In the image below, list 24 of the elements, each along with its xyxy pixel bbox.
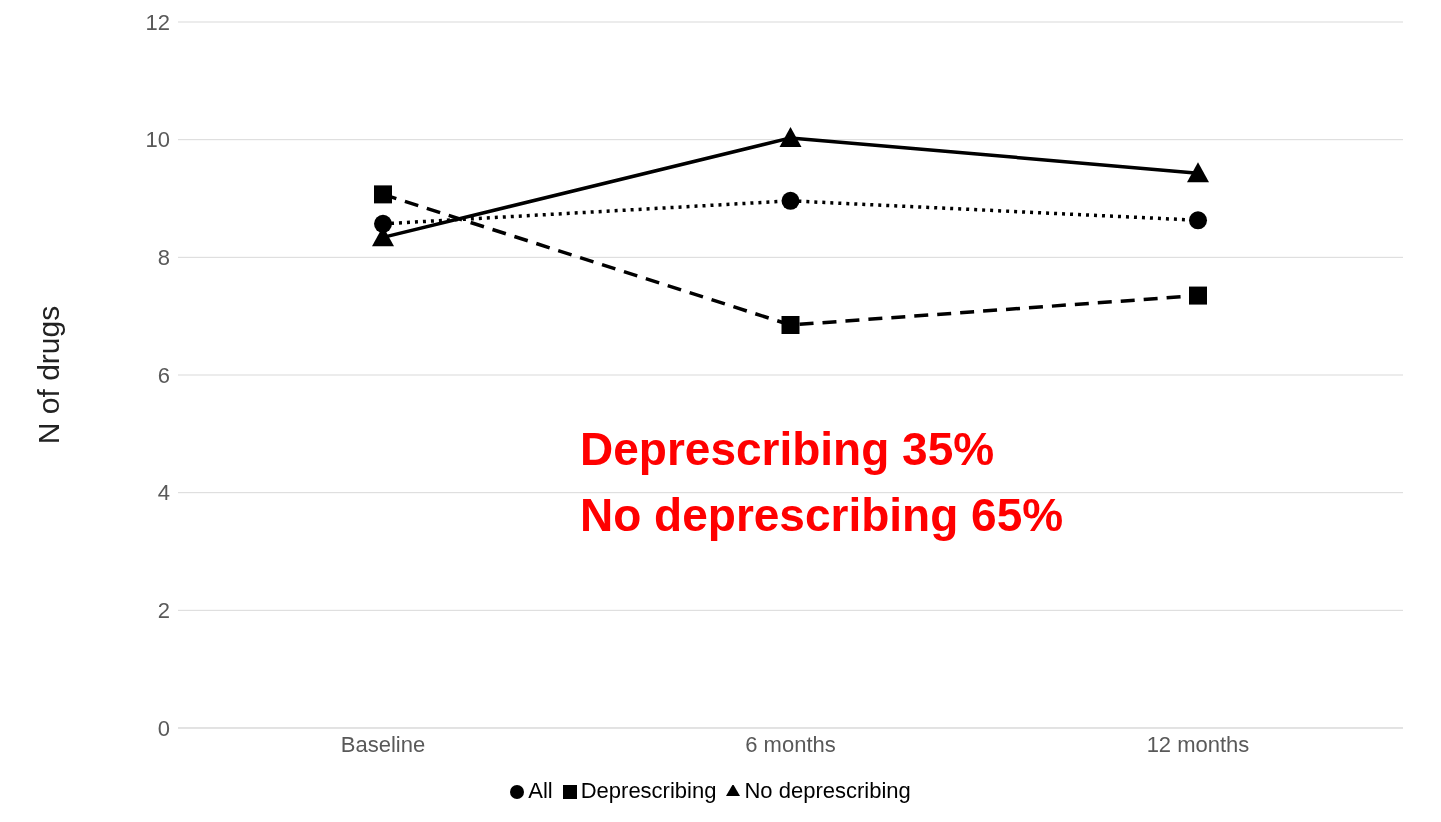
y-tick-label: 4 [157,480,170,506]
annotation: Deprescribing 35% [580,422,996,477]
point [1187,162,1209,183]
point [1189,286,1207,305]
point [781,191,800,210]
y-tick-label: 8 [157,245,170,271]
point [1189,211,1207,230]
y-tick-label: 10 [145,127,170,153]
x-tick-label: 6 months [745,731,836,757]
point [779,126,802,147]
legend-label: All [528,778,553,803]
point [374,214,392,233]
point [374,185,392,204]
x-tick-label: 12 months [1146,731,1250,757]
point [781,315,800,334]
legend-label: Deprescribing [580,778,717,803]
y-tick-label: 12 [145,9,170,35]
y-tick-label: 2 [157,598,170,624]
legend-label: No deprescribing [744,778,911,803]
y-tick-label: 0 [157,715,170,741]
annotation: No deprescribing 65% [580,488,1064,543]
x-tick-label: Baseline [340,731,426,757]
y-tick-label: 6 [157,362,170,388]
y-axis-title: N of drugs [31,305,65,445]
